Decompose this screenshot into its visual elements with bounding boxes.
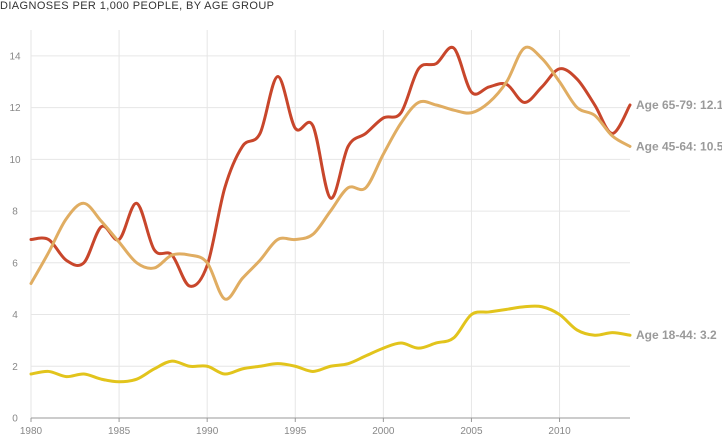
y-tick-label: 10 [9,155,21,166]
x-tick-label: 2000 [372,426,395,436]
y-tick-label: 14 [9,51,21,62]
y-tick-label: 4 [12,310,18,321]
x-tick-label: 1990 [196,426,219,436]
series-label-age-18-44: Age 18-44: 3.2 [636,328,717,342]
x-tick-label: 1985 [108,426,131,436]
series-line-age-18-44 [29,304,632,384]
series-label-age-65-79: Age 65-79: 12.1 [636,98,722,112]
y-tick-label: 0 [12,414,18,425]
series-line-age-45-64 [29,45,632,301]
y-tick-label: 2 [12,362,18,373]
x-tick-label: 1995 [284,426,307,436]
y-tick-label: 12 [9,103,21,114]
chart-title: DIAGNOSES PER 1,000 PEOPLE, BY AGE GROUP [0,0,275,12]
series-label-age-45-64: Age 45-64: 10.5 [636,139,722,153]
y-tick-label: 6 [12,258,18,269]
x-tick-label: 2010 [548,426,571,436]
x-tick-label: 1980 [20,426,43,436]
y-tick-label: 8 [12,207,18,218]
x-tick-label: 2005 [460,426,483,436]
series-line-age-65-79 [29,45,632,288]
